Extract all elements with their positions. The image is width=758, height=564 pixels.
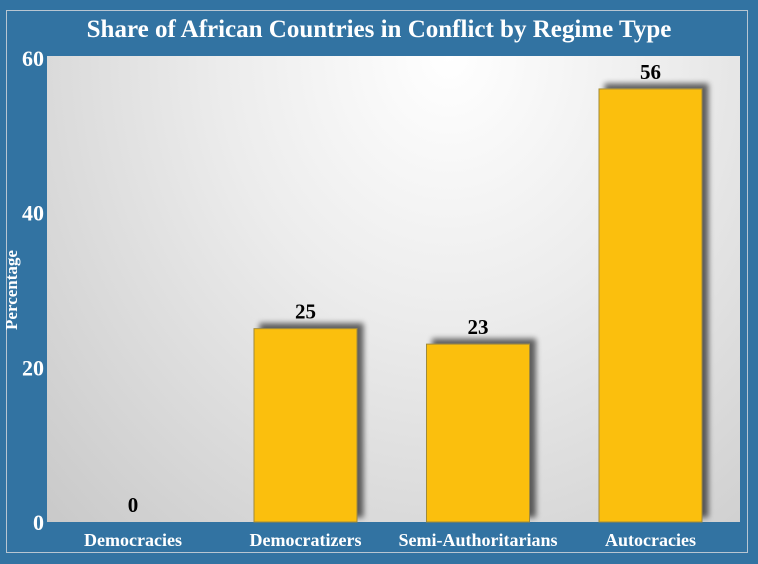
bar [598, 88, 703, 523]
data-label: 0 [128, 493, 139, 517]
y-tick-label: 40 [22, 201, 44, 226]
bar [426, 343, 530, 523]
bar [253, 328, 358, 523]
y-tick-label: 20 [22, 355, 44, 380]
data-label: 25 [295, 300, 316, 324]
x-tick-label: Democratizers [250, 530, 362, 550]
data-label: 56 [640, 60, 661, 84]
chart-title: Share of African Countries in Conflict b… [86, 16, 672, 43]
chart-frame [6, 10, 748, 553]
x-tick-label: Democracies [84, 530, 182, 550]
data-label: 23 [468, 315, 489, 339]
x-tick-label: Semi-Authoritarians [399, 530, 558, 550]
x-tick-label: Autocracies [605, 530, 696, 550]
y-tick-label: 60 [22, 46, 44, 71]
y-tick-label: 0 [33, 510, 44, 535]
